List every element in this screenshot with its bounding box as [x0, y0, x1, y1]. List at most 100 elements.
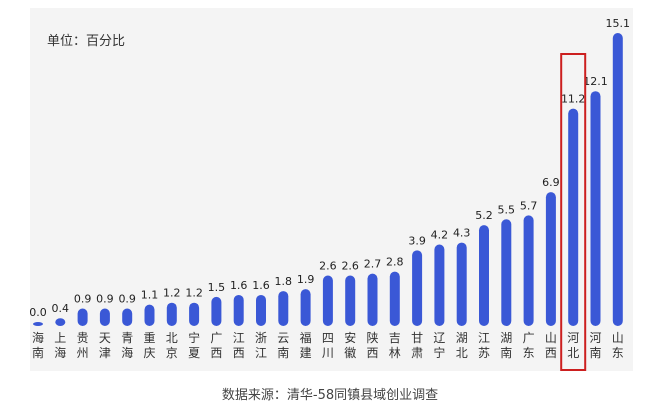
data-label: 1.8 [275, 275, 293, 288]
svg-text:川: 川 [322, 346, 334, 360]
svg-text:上: 上 [54, 331, 66, 345]
svg-text:北: 北 [567, 346, 579, 360]
svg-text:辽: 辽 [433, 331, 445, 345]
data-label: 0.9 [96, 293, 114, 306]
bar-广东 [523, 215, 534, 326]
svg-text:安: 安 [344, 330, 356, 345]
category-label: 广东 [523, 331, 535, 360]
data-label: 4.2 [431, 229, 449, 242]
bar-甘肃 [412, 250, 423, 326]
category-label: 贵州 [77, 331, 89, 360]
data-label: 1.1 [141, 289, 159, 302]
data-label: 1.2 [185, 287, 203, 300]
category-label: 山东 [612, 331, 624, 360]
bar-山西 [545, 192, 556, 326]
data-label: 12.1 [583, 75, 608, 88]
category-label: 青海 [121, 331, 133, 360]
svg-text:夏: 夏 [188, 346, 200, 360]
svg-text:西: 西 [545, 346, 557, 360]
svg-text:甘: 甘 [411, 331, 423, 345]
bar-北京 [166, 302, 177, 326]
highlight-box [560, 53, 587, 371]
category-label: 重庆 [143, 331, 155, 360]
bar-河北 [568, 108, 579, 326]
category-label: 山西 [545, 331, 557, 360]
svg-text:浙: 浙 [255, 331, 267, 345]
bar-吉林 [389, 271, 400, 326]
svg-text:庆: 庆 [143, 346, 155, 360]
category-label: 广西 [210, 331, 222, 360]
svg-text:南: 南 [32, 345, 44, 360]
category-label: 宁夏 [188, 330, 200, 360]
bar-广西 [211, 296, 222, 326]
svg-text:北: 北 [166, 331, 178, 345]
category-label: 湖南 [500, 330, 512, 360]
svg-text:建: 建 [300, 346, 312, 360]
data-label: 5.2 [475, 209, 493, 222]
svg-text:海: 海 [121, 345, 133, 360]
svg-text:广: 广 [523, 331, 535, 345]
bar-辽宁 [434, 244, 445, 326]
bar-河南 [590, 91, 601, 327]
bar-上海 [55, 318, 66, 326]
data-label: 1.5 [208, 281, 226, 294]
category-label: 辽宁 [433, 331, 445, 360]
data-label: 0.9 [74, 293, 92, 306]
data-label: 11.2 [561, 93, 586, 106]
data-label: 2.8 [386, 256, 404, 269]
svg-text:海: 海 [32, 330, 44, 345]
category-label: 福建 [300, 330, 312, 360]
bar-天津 [99, 308, 110, 326]
svg-text:京: 京 [166, 346, 178, 360]
category-label: 浙江 [255, 331, 267, 360]
category-label: 安徽 [344, 330, 356, 360]
data-label: 1.9 [297, 273, 315, 286]
svg-text:江: 江 [478, 331, 490, 345]
svg-text:宁: 宁 [433, 345, 445, 360]
svg-text:西: 西 [233, 346, 245, 360]
data-label: 3.9 [408, 234, 426, 247]
data-label: 5.5 [498, 203, 516, 216]
category-label: 甘肃 [411, 331, 423, 360]
svg-text:广: 广 [210, 331, 222, 345]
svg-text:北: 北 [456, 346, 468, 360]
bar-湖南 [501, 219, 512, 326]
svg-text:西: 西 [366, 346, 378, 360]
category-label: 江苏 [478, 331, 490, 360]
data-label: 0.4 [52, 302, 70, 315]
category-label: 天津 [99, 331, 111, 360]
svg-text:西: 西 [210, 346, 222, 360]
category-label: 云南 [277, 331, 289, 360]
bar-宁夏 [189, 302, 200, 326]
bar-重庆 [144, 304, 155, 326]
data-label: 2.7 [364, 258, 382, 271]
data-label: 0.9 [118, 293, 136, 306]
svg-text:南: 南 [277, 345, 289, 360]
data-label: 1.6 [252, 279, 270, 292]
bar-青海 [122, 308, 133, 326]
svg-text:津: 津 [99, 346, 111, 360]
bar-江西 [233, 294, 244, 326]
svg-text:州: 州 [77, 346, 89, 360]
bar-贵州 [77, 308, 88, 326]
data-label: 4.3 [453, 227, 471, 240]
bar-云南 [278, 291, 289, 326]
svg-text:江: 江 [233, 331, 245, 345]
svg-text:云: 云 [277, 331, 289, 345]
data-label: 2.6 [341, 260, 359, 273]
svg-text:河: 河 [589, 331, 601, 345]
svg-text:吉: 吉 [389, 331, 401, 345]
svg-text:青: 青 [121, 331, 133, 345]
source-note: 数据来源：清华-58同镇县域创业调查 [221, 388, 439, 403]
bar-江苏 [479, 225, 489, 326]
category-label: 陕西 [366, 330, 378, 360]
svg-text:江: 江 [255, 346, 267, 360]
svg-text:苏: 苏 [478, 346, 490, 360]
bar-浙江 [256, 294, 266, 326]
category-label: 四川 [322, 331, 334, 360]
svg-text:湖: 湖 [500, 330, 512, 345]
svg-text:南: 南 [500, 345, 512, 360]
data-label: 6.9 [542, 176, 560, 189]
data-label: 1.6 [230, 279, 248, 292]
svg-text:天: 天 [99, 331, 111, 345]
